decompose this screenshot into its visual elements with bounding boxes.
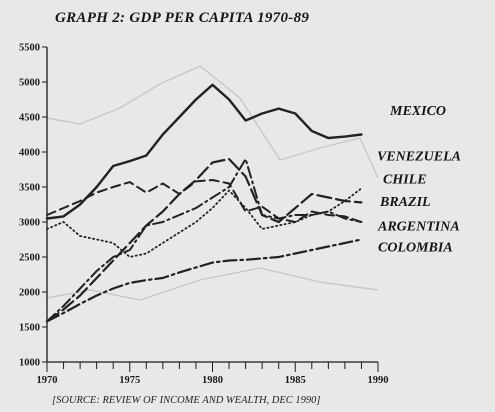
y-tick-label: 2000 [19, 288, 40, 299]
x-tick-label: 1980 [202, 375, 223, 386]
y-tick-label: 3000 [19, 218, 40, 229]
chart-axes [46, 47, 378, 363]
x-tick-label: 1970 [37, 375, 58, 386]
series-label-mexico: MEXICO [389, 104, 446, 119]
y-tick-label: 5000 [19, 78, 40, 89]
chart-title: GRAPH 2: GDP PER CAPITA 1970-89 [55, 10, 309, 26]
series-labels: MEXICO VENEZUELA CHILE BRAZIL ARGENTINA COLOM… [377, 104, 461, 256]
y-tick-label: 1500 [19, 323, 40, 334]
y-tick-label: 3500 [19, 183, 40, 194]
series-label-chile: CHILE [383, 173, 427, 188]
ghost-line [46, 267, 379, 301]
series-line-chile [46, 187, 363, 258]
series-line-colombia [45, 238, 363, 323]
x-tick-label: 1985 [285, 375, 306, 386]
x-axis-ticks: 1970 1975 1980 1985 1990 [37, 362, 389, 386]
chart-source: [SOURCE: REVIEW OF INCOME AND WEALTH, DE… [52, 395, 321, 406]
x-tick-label: 1990 [368, 375, 389, 386]
y-axis-ticks: 1000 1500 2000 2500 3000 3500 4000 4500 5000 5500 [19, 43, 47, 369]
y-tick-label: 5500 [19, 43, 40, 54]
background-ghost-lines [46, 65, 379, 301]
y-tick-label: 4000 [19, 148, 40, 159]
series-line-mexico [45, 83, 363, 220]
series-label-colombia: COLOMBIA [378, 241, 453, 256]
x-tick-label: 1975 [119, 375, 140, 386]
series-line-brazil [45, 157, 363, 323]
y-tick-label: 4500 [19, 113, 40, 124]
series-lines [45, 83, 363, 323]
y-tick-label: 1000 [19, 358, 40, 369]
ghost-line [46, 65, 379, 179]
series-label-venezuela: VENEZUELA [377, 150, 461, 165]
series-label-argentina: ARGENTINA [377, 220, 460, 235]
series-line-venezuela [46, 179, 363, 223]
series-line-argentina [46, 158, 363, 323]
y-tick-label: 2500 [19, 253, 40, 264]
series-label-brazil: BRAZIL [379, 195, 431, 210]
